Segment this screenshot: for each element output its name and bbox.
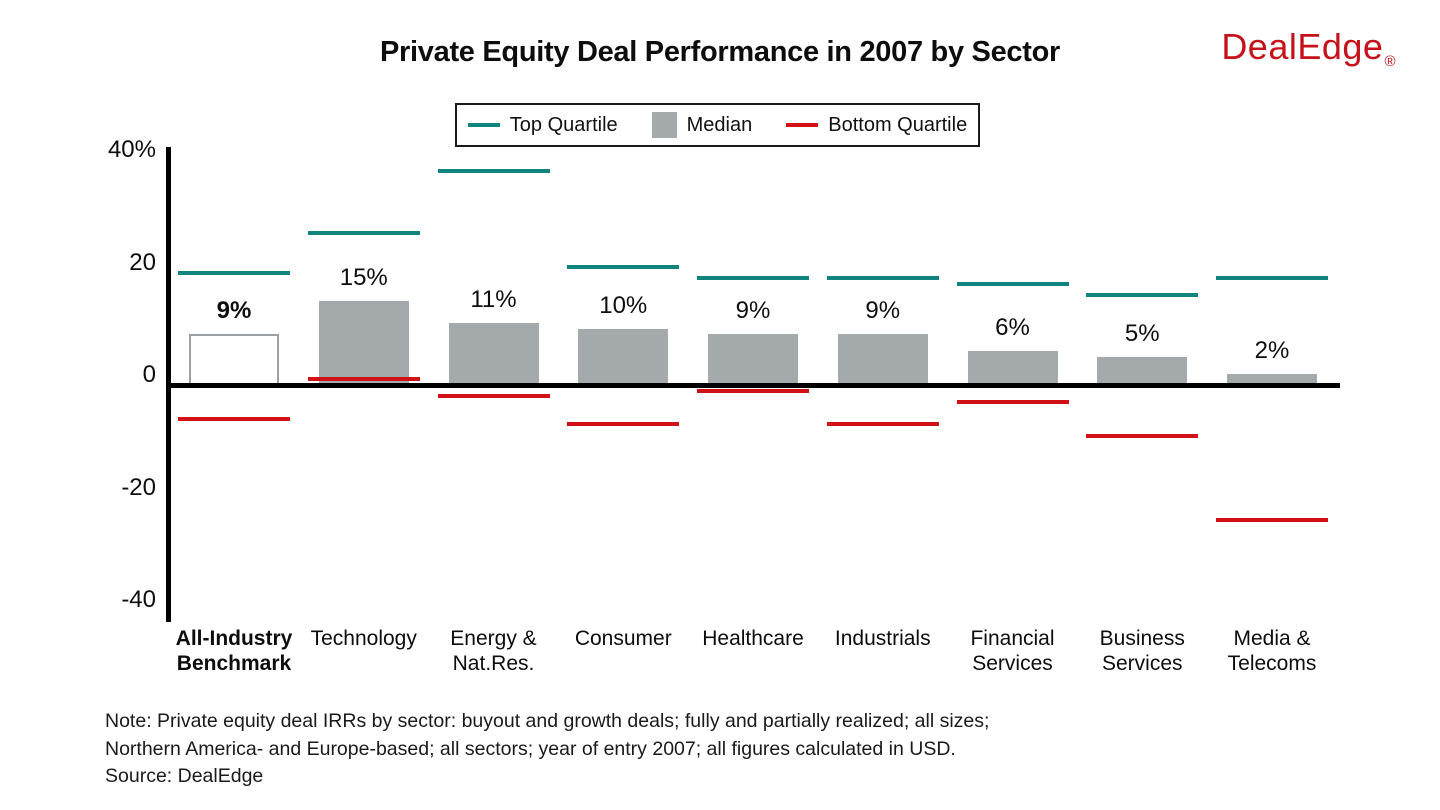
chart-legend: Top Quartile Median Bottom Quartile bbox=[455, 103, 980, 147]
legend-item-top-quartile: Top Quartile bbox=[467, 113, 618, 137]
legend-item-median: Median bbox=[651, 112, 753, 138]
median-value-label: 6% bbox=[995, 314, 1030, 342]
y-axis-tick-label: 20 bbox=[129, 248, 156, 276]
category-label-line: Industrials bbox=[834, 627, 931, 650]
top-quartile-line bbox=[956, 281, 1069, 286]
bottom-quartile-line bbox=[307, 377, 420, 382]
legend-label: Median bbox=[686, 113, 753, 136]
legend-item-bottom-quartile: Bottom Quartile bbox=[786, 114, 967, 137]
y-axis-tick-label: 40% bbox=[107, 136, 156, 163]
category-label-line: Technology bbox=[310, 627, 417, 650]
median-bar bbox=[578, 328, 669, 385]
category-label-line: Energy & bbox=[450, 627, 537, 650]
category-label: Financial Services bbox=[938, 626, 1088, 676]
category-label: Energy & Nat.Res. bbox=[419, 626, 569, 676]
legend-swatch-line bbox=[786, 123, 819, 127]
footnote: Note: Private equity deal IRRs by sector… bbox=[105, 708, 989, 791]
median-bar bbox=[837, 334, 928, 385]
median-value-label: 11% bbox=[470, 286, 517, 314]
footnote-line: Source: DealEdge bbox=[105, 765, 264, 787]
y-axis-tick-label: -20 bbox=[121, 473, 156, 501]
legend-swatch-square bbox=[651, 112, 677, 138]
bottom-quartile-line bbox=[956, 399, 1069, 404]
top-quartile-line bbox=[437, 169, 550, 174]
category-label-line: Nat.Res. bbox=[452, 652, 535, 675]
top-quartile-line bbox=[178, 270, 290, 275]
footnote-line: Northern America- and Europe-based; all … bbox=[105, 737, 956, 760]
footnote-line: Note: Private equity deal IRRs by sector… bbox=[105, 710, 990, 732]
chart-title: Private Equity Deal Performance in 2007 … bbox=[380, 36, 1060, 68]
legend-label: Bottom Quartile bbox=[828, 113, 968, 136]
dealedge-logo: DealEdge® bbox=[1221, 26, 1396, 70]
bottom-quartile-line bbox=[178, 416, 290, 421]
median-bar bbox=[708, 334, 798, 385]
median-bar bbox=[967, 351, 1058, 385]
category-label-line: Financial bbox=[970, 627, 1055, 650]
median-bar bbox=[189, 334, 279, 385]
top-quartile-line bbox=[567, 264, 680, 269]
x-axis-zero-line bbox=[166, 383, 1340, 388]
category-label: Healthcare bbox=[678, 626, 828, 651]
bottom-quartile-line bbox=[697, 388, 809, 393]
bottom-quartile-line bbox=[437, 394, 550, 399]
median-value-label: 2% bbox=[1254, 336, 1290, 364]
y-axis-tick-label: -40 bbox=[121, 586, 156, 613]
category-label: Industrials bbox=[808, 626, 958, 651]
median-bar bbox=[1097, 356, 1188, 385]
median-value-label: 9% bbox=[216, 297, 252, 325]
median-value-label: 5% bbox=[1124, 319, 1160, 347]
median-value-label: 15% bbox=[339, 263, 388, 291]
median-bar bbox=[1227, 373, 1317, 385]
y-axis-tick-label: 0 bbox=[142, 361, 156, 388]
top-quartile-line bbox=[1086, 293, 1199, 297]
category-label-line: Services bbox=[1101, 652, 1183, 675]
bottom-quartile-line bbox=[567, 422, 680, 427]
category-label: Media & Telecoms bbox=[1197, 626, 1347, 676]
bottom-quartile-line bbox=[1086, 433, 1199, 438]
category-label-line: Business bbox=[1099, 627, 1185, 650]
median-value-label: 9% bbox=[735, 297, 771, 325]
category-label-line: Telecoms bbox=[1227, 652, 1317, 675]
category-label: Consumer bbox=[548, 626, 698, 651]
top-quartile-line bbox=[307, 231, 420, 236]
category-label-line: Consumer bbox=[574, 627, 672, 650]
bottom-quartile-line bbox=[1216, 518, 1328, 522]
category-label: All-Industry Benchmark bbox=[159, 626, 309, 676]
category-label-line: All-Industry bbox=[175, 627, 293, 650]
top-quartile-line bbox=[697, 276, 809, 281]
legend-label: Top Quartile bbox=[509, 113, 618, 136]
category-label-line: Media & bbox=[1233, 627, 1311, 650]
category-label-line: Services bbox=[972, 652, 1053, 675]
median-value-label: 10% bbox=[599, 291, 648, 319]
registered-trademark-icon: ® bbox=[1384, 53, 1396, 70]
category-label: Technology bbox=[289, 626, 439, 651]
top-quartile-line bbox=[1216, 276, 1328, 281]
median-bar bbox=[318, 300, 409, 385]
top-quartile-line bbox=[826, 276, 939, 281]
legend-swatch-line bbox=[467, 123, 500, 127]
category-label: Business Services bbox=[1067, 626, 1217, 676]
median-bar bbox=[448, 323, 539, 385]
bottom-quartile-line bbox=[826, 422, 939, 427]
logo-text: DealEdge bbox=[1221, 26, 1384, 67]
category-label-line: Benchmark bbox=[176, 652, 292, 675]
category-label-line: Healthcare bbox=[702, 627, 804, 650]
median-value-label: 9% bbox=[865, 297, 901, 325]
